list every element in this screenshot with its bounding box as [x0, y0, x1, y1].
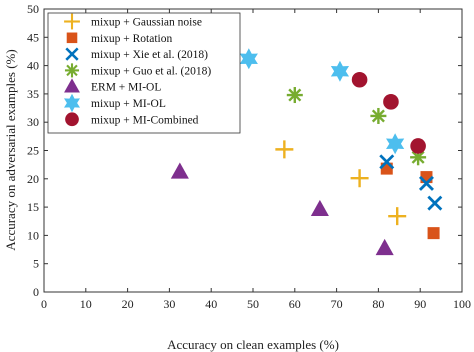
x-tick-label: 90	[414, 297, 426, 311]
legend: mixup + Gaussian noise mixup + Rotation mi…	[47, 12, 241, 134]
y-tick-label: 25	[27, 144, 39, 158]
legend-marker	[64, 13, 80, 30]
x-tick-label: 50	[247, 297, 259, 311]
legend-box	[47, 12, 241, 134]
x-tick-label: 20	[122, 297, 134, 311]
data-point-hexagram	[239, 48, 258, 70]
data-point-triangle	[310, 199, 329, 217]
data-point-circle	[351, 71, 368, 88]
x-tick-label: 10	[80, 297, 92, 311]
data-point-circle	[383, 94, 399, 110]
legend-label: mixup + Gaussian noise	[91, 17, 202, 29]
data-point-asterisk	[286, 87, 303, 104]
legend-item: mixup + Gaussian noise	[64, 13, 202, 30]
data-point-plus	[388, 207, 407, 226]
x-tick-label: 60	[289, 297, 301, 311]
data-point-plus	[275, 140, 294, 159]
data-point-triangle	[375, 238, 394, 256]
legend-item: ERM + MI-OL	[64, 78, 161, 94]
legend-label: mixup + Guo et al. (2018)	[91, 65, 211, 77]
legend-marker	[64, 63, 80, 78]
data-point-x	[379, 154, 395, 170]
x-tick-label: 30	[163, 297, 175, 311]
y-tick-label: 10	[27, 228, 39, 242]
legend-marker	[65, 47, 79, 61]
y-tick-label: 0	[33, 285, 39, 299]
legend-marker	[64, 78, 80, 93]
data-points	[170, 48, 443, 256]
legend-marker	[65, 112, 79, 127]
y-tick-label: 20	[27, 172, 39, 186]
y-axis-label: Accuracy on adversarial examples (%)	[3, 49, 18, 250]
data-point-hexagram	[386, 133, 405, 155]
legend-item: mixup + Guo et al. (2018)	[64, 63, 211, 78]
data-point-square	[420, 171, 433, 184]
legend-label: mixup + MI-Combined	[91, 114, 199, 126]
y-tick-label: 5	[33, 257, 39, 271]
legend-marker	[66, 32, 78, 44]
data-point-asterisk	[370, 107, 387, 124]
legend-label: mixup + Xie et al. (2018)	[91, 49, 208, 61]
legend-item: mixup + Rotation	[66, 32, 172, 45]
data-point-plus	[350, 169, 369, 188]
data-point-x	[427, 195, 443, 211]
data-point-x	[418, 175, 434, 191]
data-point-triangle	[170, 162, 189, 179]
legend-item: mixup + Xie et al. (2018)	[65, 47, 208, 61]
y-tick-label: 15	[27, 200, 39, 214]
x-tick-label: 100	[453, 297, 471, 311]
y-tick-label: 30	[27, 115, 39, 129]
data-point-hexagram	[330, 60, 350, 82]
data-point-asterisk	[410, 149, 427, 166]
data-point-circle	[410, 138, 426, 154]
legend-label: mixup + MI-OL	[91, 98, 166, 110]
legend-label: mixup + Rotation	[91, 33, 172, 45]
legend-item: mixup + MI-OL	[64, 93, 166, 113]
x-tick-label: 70	[331, 297, 343, 311]
y-tick-label: 40	[27, 59, 39, 73]
x-tick-label: 80	[372, 297, 384, 311]
data-point-square	[427, 227, 440, 240]
legend-item: mixup + MI-Combined	[65, 112, 199, 126]
y-tick-label: 45	[27, 30, 39, 44]
legend-marker	[64, 93, 80, 113]
y-tick-label: 35	[27, 87, 39, 101]
legend-label: ERM + MI-OL	[91, 82, 161, 94]
axis-ticks: 0 10 20 30 40 50 60 70 80 90 100 0 5 10 15 20 25 30 35 40 45…	[27, 2, 471, 311]
x-tick-label: 0	[41, 297, 47, 311]
y-tick-label: 50	[27, 2, 39, 16]
x-tick-label: 40	[205, 297, 217, 311]
x-axis-label: Accuracy on clean examples (%)	[167, 337, 339, 352]
